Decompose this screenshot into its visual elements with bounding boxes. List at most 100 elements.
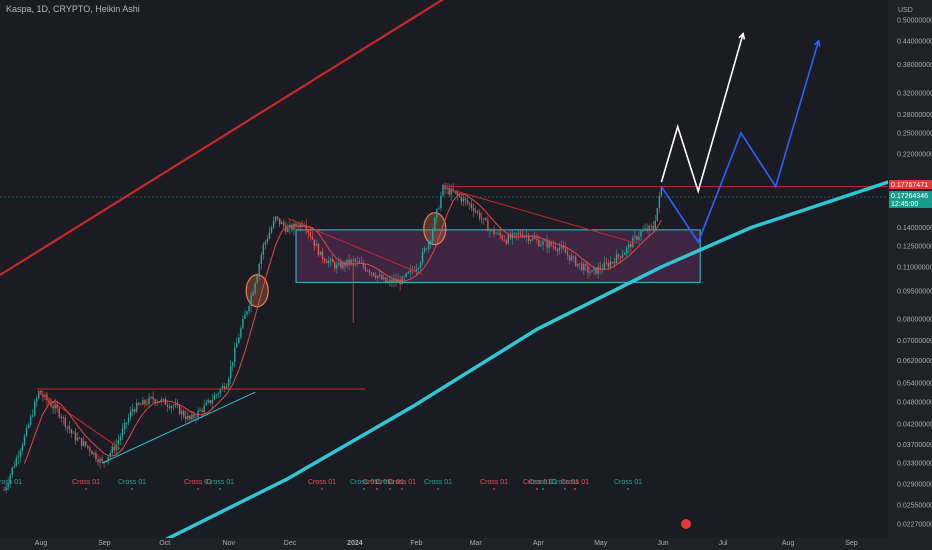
candle-body xyxy=(152,397,154,400)
candle-body xyxy=(501,235,503,240)
candle-body xyxy=(487,220,489,232)
candle-body xyxy=(91,451,93,455)
candle-body xyxy=(144,400,146,404)
candle-body xyxy=(283,222,285,227)
candle-body xyxy=(134,409,136,412)
candle-body xyxy=(558,247,561,251)
price-tick-label: 0.06200000 xyxy=(897,358,932,365)
candle-body xyxy=(272,220,275,228)
candle-body xyxy=(127,417,130,423)
price-tag-label: 0.17264346 xyxy=(891,193,928,200)
candle-body xyxy=(131,409,134,412)
signal-label: Cross 01 xyxy=(480,479,508,486)
candle-body xyxy=(385,277,387,283)
candle-body xyxy=(276,216,279,219)
candle-body xyxy=(572,256,575,258)
candle-body xyxy=(107,456,109,462)
signal-dot xyxy=(197,488,199,490)
candle-body xyxy=(619,256,622,258)
candle-body xyxy=(342,262,344,269)
candle-body xyxy=(297,226,299,228)
candle-body xyxy=(462,198,465,202)
candle-body xyxy=(644,228,646,231)
candle-body xyxy=(358,261,360,263)
price-tag-label: 12:45:00 xyxy=(891,201,918,208)
candle-body xyxy=(591,270,593,273)
candle-body xyxy=(350,259,352,265)
price-axis[interactable]: USD 0.50000000 0.44000000 0.38000000 0.32000… xyxy=(888,0,932,550)
signal-label: Cross 01 xyxy=(561,479,589,486)
candle-body xyxy=(330,258,332,261)
candle-body xyxy=(174,404,177,406)
candle-body xyxy=(634,236,636,238)
time-tick-label: Oct xyxy=(159,540,170,547)
candle-body xyxy=(199,410,201,411)
candle-body xyxy=(219,389,222,394)
price-tick-label: 0.08000000 xyxy=(897,316,932,323)
candle-body xyxy=(660,187,663,196)
time-tick-label: May xyxy=(594,540,608,547)
candle-body xyxy=(50,402,52,407)
candle-body xyxy=(403,276,405,278)
candle-body xyxy=(560,245,563,248)
signal-dot xyxy=(542,488,544,490)
candle-body xyxy=(468,203,471,205)
candle-body xyxy=(252,292,254,296)
candle-body xyxy=(270,227,273,233)
candle-body xyxy=(513,233,516,234)
candle-body xyxy=(278,218,281,225)
candle-body xyxy=(223,386,226,390)
candle-body xyxy=(370,272,373,274)
projection-arrowhead-1 xyxy=(738,31,746,40)
candle-body xyxy=(191,414,193,420)
candle-body xyxy=(209,400,211,404)
candle-body xyxy=(609,261,612,267)
candle-body xyxy=(393,279,395,283)
candle-body xyxy=(240,328,242,338)
time-axis[interactable]: Aug Sep Oct Nov Dec 2024 Feb Mar Apr May Jun Jul Aug… xyxy=(0,538,888,550)
candle-body xyxy=(376,276,379,278)
candle-body xyxy=(372,272,375,276)
candle-body xyxy=(183,410,185,417)
candle-body xyxy=(195,417,197,419)
candle-body xyxy=(119,436,122,441)
candle-body xyxy=(442,184,444,196)
candle-body xyxy=(640,231,642,237)
downtrend-line-1 xyxy=(38,391,121,450)
signal-label: Cross 01 xyxy=(376,479,404,486)
candle-body xyxy=(552,245,554,247)
candle-body xyxy=(211,399,214,404)
candle-body xyxy=(242,318,244,329)
candle-body xyxy=(648,225,650,231)
signals-layer: Cross 01 Cross 01 Cross 01 Cross 01 Cross 01… xyxy=(0,479,691,529)
candle-body xyxy=(642,230,644,232)
candle-body xyxy=(356,261,358,263)
signal-label: Cross 01 xyxy=(424,479,452,486)
candle-body xyxy=(254,283,256,293)
signal-dot xyxy=(363,488,365,490)
candle-body xyxy=(99,458,101,463)
candle-body xyxy=(354,259,356,262)
price-tick-label: 0.02900000 xyxy=(897,482,932,489)
candle-body xyxy=(176,404,179,406)
candle-body xyxy=(87,445,89,448)
signal-dot xyxy=(564,488,566,490)
candle-body xyxy=(80,438,83,446)
candle-body xyxy=(95,452,97,460)
signal-label: Cross 01 xyxy=(523,479,551,486)
candle-body xyxy=(74,432,77,441)
candle-body xyxy=(101,458,103,462)
candle-body xyxy=(327,260,330,264)
candle-body xyxy=(187,415,189,420)
candle-body xyxy=(340,262,342,269)
candle-body xyxy=(54,404,56,409)
candle-body xyxy=(29,416,32,425)
candle-body xyxy=(64,417,67,427)
candle-body xyxy=(505,240,507,244)
candle-body xyxy=(521,235,524,237)
candle-body xyxy=(499,232,501,236)
candle-body xyxy=(193,414,195,418)
support-line-1 xyxy=(101,391,256,464)
